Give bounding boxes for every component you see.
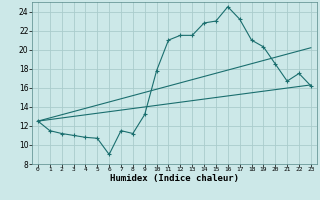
X-axis label: Humidex (Indice chaleur): Humidex (Indice chaleur) (110, 174, 239, 183)
